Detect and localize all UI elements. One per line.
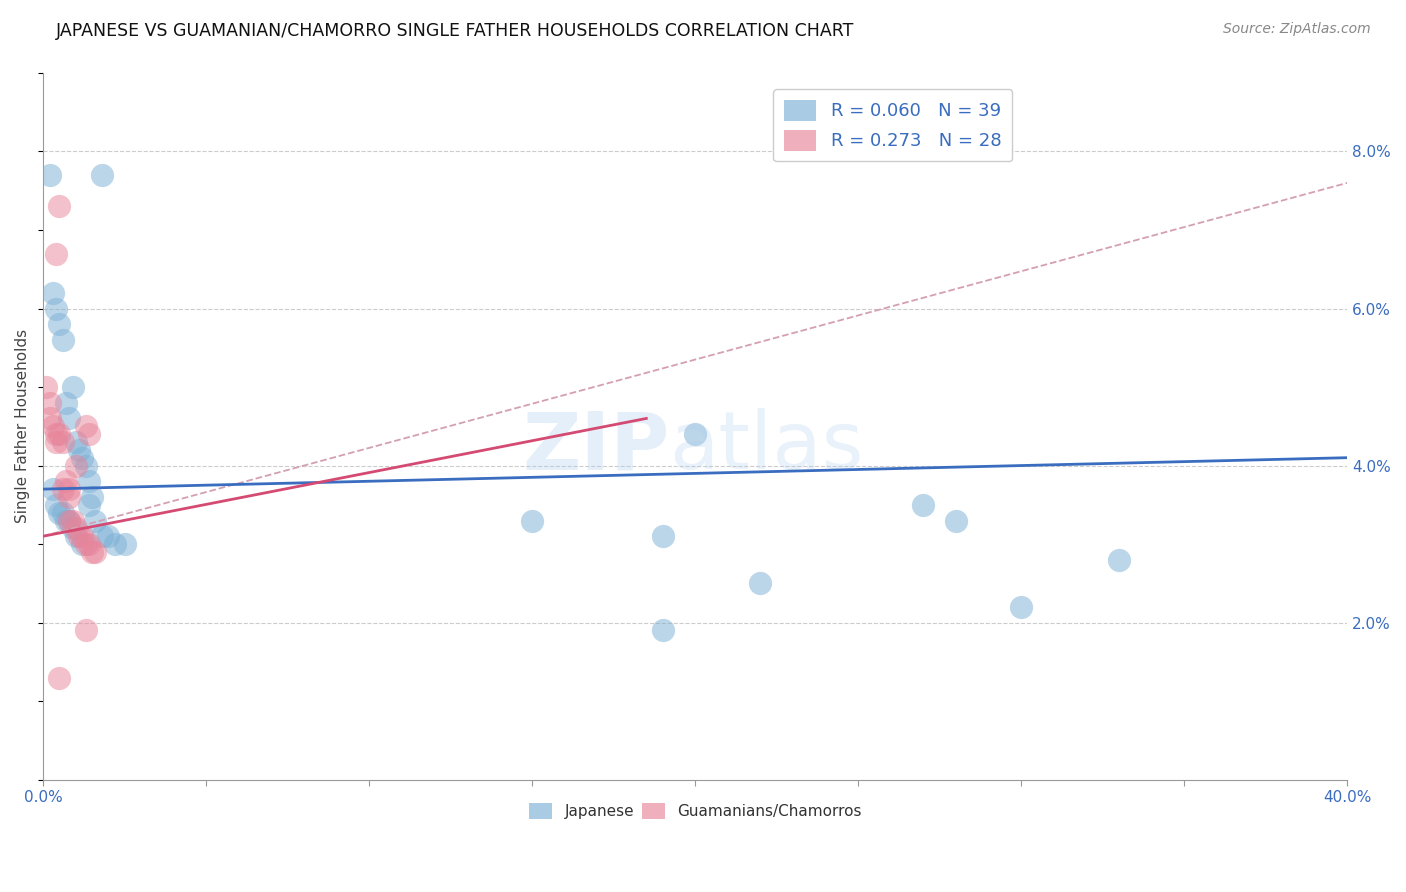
Point [683,427,706,442]
Point [82,545,104,559]
Point [522,514,544,528]
Point [749,576,772,591]
Point [77,475,100,489]
Point [77,537,100,551]
Point [90,168,112,182]
Point [58,514,80,528]
Point [1108,553,1130,567]
Point [45,427,67,442]
Point [52,506,75,520]
Point [48,199,70,213]
Point [45,246,67,260]
Point [55,475,77,489]
Point [48,671,70,685]
Point [62,521,84,535]
Point [912,498,935,512]
Point [52,435,75,450]
Point [65,521,87,535]
Point [45,435,67,450]
Point [75,419,97,434]
Point [651,624,673,638]
Text: ZIP: ZIP [522,409,669,486]
Point [65,435,87,450]
Point [48,427,70,442]
Point [84,514,107,528]
Point [62,380,84,394]
Point [75,537,97,551]
Point [48,506,70,520]
Point [67,442,90,457]
Point [75,458,97,473]
Point [45,498,67,512]
Point [65,458,87,473]
Point [52,482,75,496]
Point [97,529,120,543]
Text: atlas: atlas [669,409,863,486]
Point [82,490,104,504]
Point [72,537,94,551]
Point [651,529,673,543]
Point [84,545,107,559]
Point [38,168,60,182]
Point [114,537,136,551]
Point [62,514,84,528]
Point [75,624,97,638]
Point [1010,599,1032,614]
Point [35,380,58,394]
Point [38,411,60,425]
Text: Source: ZipAtlas.com: Source: ZipAtlas.com [1223,22,1371,37]
Point [65,529,87,543]
Point [72,450,94,465]
Point [58,482,80,496]
Y-axis label: Single Father Households: Single Father Households [15,329,30,524]
Legend: Japanese, Guamanians/Chamorros: Japanese, Guamanians/Chamorros [523,797,868,825]
Point [42,285,65,300]
Point [48,317,70,331]
Point [45,301,67,316]
Point [58,490,80,504]
Point [945,514,967,528]
Point [77,427,100,442]
Point [67,529,90,543]
Point [72,529,94,543]
Point [55,514,77,528]
Point [52,333,75,347]
Point [90,529,112,543]
Point [42,482,65,496]
Point [38,396,60,410]
Point [42,419,65,434]
Text: JAPANESE VS GUAMANIAN/CHAMORRO SINGLE FATHER HOUSEHOLDS CORRELATION CHART: JAPANESE VS GUAMANIAN/CHAMORRO SINGLE FA… [56,22,855,40]
Point [104,537,127,551]
Point [58,411,80,425]
Point [58,514,80,528]
Point [55,396,77,410]
Point [77,498,100,512]
